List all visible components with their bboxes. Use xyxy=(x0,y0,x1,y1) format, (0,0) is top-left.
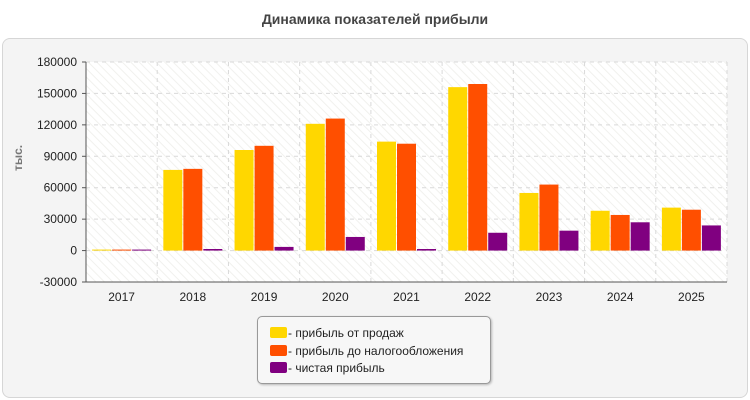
bar-2023-series-0 xyxy=(519,192,539,251)
bar-2022-series-1 xyxy=(468,84,488,251)
bar-2023-series-2 xyxy=(559,230,579,251)
legend-label-pretax-profit: - прибыль до налогообложения xyxy=(288,344,464,358)
x-tick-label: 2020 xyxy=(322,290,349,304)
bar-2024-series-1 xyxy=(610,214,630,251)
bar-2018-series-2 xyxy=(203,249,223,251)
bar-2018-series-1 xyxy=(183,168,203,251)
x-tick-label: 2021 xyxy=(393,290,420,304)
legend-label-net-profit: - чистая прибыль xyxy=(288,361,385,375)
y-tick-label: 30000 xyxy=(44,212,78,226)
bar-2019-series-2 xyxy=(274,246,294,251)
bar-2018-series-0 xyxy=(163,169,183,251)
bar-2025-series-2 xyxy=(701,225,721,251)
x-tick-label: 2022 xyxy=(464,290,491,304)
x-tick-label: 2018 xyxy=(179,290,206,304)
bar-2017-series-2 xyxy=(132,249,152,251)
y-tick-label: 0 xyxy=(70,244,77,258)
bar-2025-series-1 xyxy=(681,209,701,251)
chart-title: Динамика показателей прибыли xyxy=(261,11,489,27)
bar-2024-series-0 xyxy=(590,210,610,251)
legend-item-sales-profit: - прибыль от продаж xyxy=(270,326,404,340)
bar-2021-series-1 xyxy=(397,143,416,251)
y-tick-label: 180000 xyxy=(37,55,77,69)
bar-2020-series-2 xyxy=(345,236,365,251)
x-tick-label: 2024 xyxy=(607,290,634,304)
x-tick-label: 2019 xyxy=(251,290,278,304)
bar-2020-series-0 xyxy=(305,123,325,251)
x-tick-label: 2023 xyxy=(536,290,563,304)
y-tick-label: 150000 xyxy=(37,86,77,100)
bar-2019-series-1 xyxy=(254,145,274,251)
bar-2020-series-1 xyxy=(325,118,345,251)
bar-2017-series-1 xyxy=(112,249,132,251)
bar-2021-series-0 xyxy=(377,141,396,251)
bar-2023-series-1 xyxy=(539,184,559,251)
legend-label-sales-profit: - прибыль от продаж xyxy=(288,326,404,340)
legend-item-net-profit: - чистая прибыль xyxy=(270,361,385,375)
bar-2022-series-0 xyxy=(448,87,468,251)
y-axis-label: тыс. xyxy=(11,144,25,171)
bar-2019-series-0 xyxy=(234,150,254,251)
y-tick-label: 90000 xyxy=(44,149,78,163)
bar-2024-series-2 xyxy=(630,222,650,251)
x-tick-label: 2025 xyxy=(678,290,705,304)
x-tick-label: 2017 xyxy=(108,290,135,304)
legend-swatch-net-profit xyxy=(270,362,287,373)
chart-legend: - прибыль от продаж - прибыль до налогоо… xyxy=(257,316,491,384)
legend-item-pretax-profit: - прибыль до налогообложения xyxy=(270,344,463,358)
bar-2021-series-2 xyxy=(417,249,436,251)
bar-2025-series-0 xyxy=(661,207,681,251)
y-tick-label: 120000 xyxy=(37,118,77,132)
legend-swatch-sales-profit xyxy=(270,327,287,338)
bar-2017-series-0 xyxy=(92,249,112,251)
legend-swatch-pretax-profit xyxy=(270,345,287,356)
y-tick-label: -30000 xyxy=(40,275,78,289)
y-tick-label: 60000 xyxy=(44,181,78,195)
bar-2022-series-2 xyxy=(488,232,508,251)
